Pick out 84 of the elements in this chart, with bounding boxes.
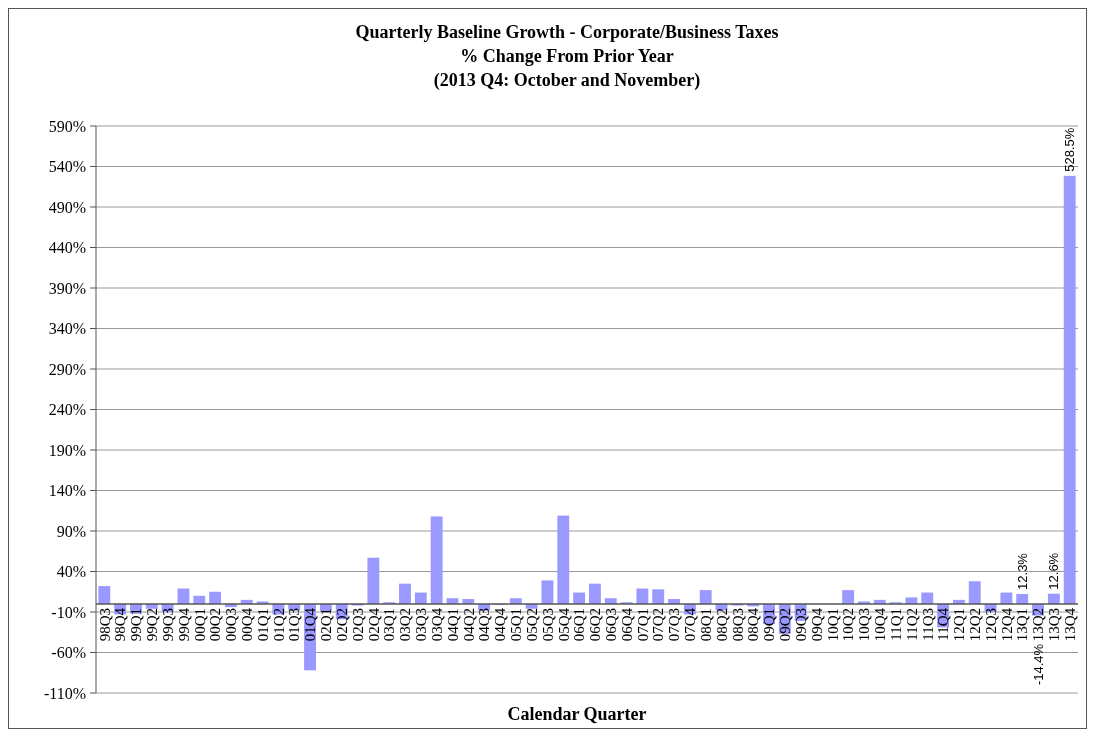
- x-tick-label: 99Q1: [128, 607, 145, 642]
- x-tick-label: 99Q2: [144, 607, 161, 642]
- x-tick-label: 03Q3: [413, 607, 430, 642]
- y-tick-label: -110%: [43, 684, 86, 702]
- x-tick-label: 06Q3: [602, 607, 619, 642]
- data-label: 12.3%: [1014, 552, 1030, 590]
- x-tick-label: 01Q1: [254, 607, 271, 642]
- data-label: -14.4%: [1030, 643, 1046, 686]
- x-axis-title: Calendar Quarter: [507, 704, 647, 724]
- x-tick-label: 02Q2: [333, 607, 350, 642]
- x-tick-label: 03Q2: [397, 607, 414, 642]
- x-tick-label: 08Q1: [697, 607, 714, 642]
- x-tick-label: 05Q1: [508, 607, 525, 642]
- y-tick-label: 540%: [48, 158, 86, 176]
- y-tick-label: 190%: [48, 441, 86, 459]
- x-tick-label: 11Q4: [935, 607, 952, 641]
- x-tick-label: 98Q3: [96, 607, 113, 642]
- y-tick-label: 140%: [48, 482, 86, 500]
- x-tick-label: 02Q4: [365, 607, 382, 642]
- y-tick-label: -60%: [51, 644, 86, 662]
- x-tick-label: 06Q1: [571, 607, 588, 642]
- x-tick-label: 07Q1: [634, 607, 651, 642]
- x-tick-label: 12Q1: [951, 607, 968, 642]
- x-tick-label: 09Q1: [761, 607, 778, 642]
- x-tick-label: 04Q1: [444, 607, 461, 642]
- x-tick-label: 00Q1: [191, 607, 208, 642]
- x-tick-label: 05Q4: [555, 607, 572, 642]
- y-tick-label: 440%: [48, 239, 86, 257]
- x-tick-label: 03Q4: [428, 607, 445, 642]
- x-tick-label: 01Q4: [302, 607, 319, 642]
- x-tick-label: 13Q2: [1030, 607, 1047, 642]
- x-tick-label: 00Q3: [223, 607, 240, 642]
- x-tick-label: 10Q4: [872, 607, 889, 642]
- y-tick-label: 240%: [48, 401, 86, 419]
- x-tick-label: 01Q2: [270, 607, 287, 642]
- x-tick-label: 08Q3: [729, 607, 746, 642]
- x-tick-label: 07Q2: [650, 607, 667, 642]
- x-tick-label: 13Q1: [1014, 607, 1031, 642]
- y-tick-label: 340%: [48, 320, 86, 338]
- y-tick-label: 490%: [48, 198, 86, 216]
- x-tick-label: 01Q3: [286, 607, 303, 642]
- data-label: 12.6%: [1046, 552, 1062, 590]
- x-tick-label: 02Q3: [349, 607, 366, 642]
- y-tick-label: 40%: [56, 563, 86, 581]
- x-tick-label: 10Q2: [840, 607, 857, 642]
- y-tick-label: -10%: [51, 603, 86, 621]
- x-tick-label: 08Q2: [713, 607, 730, 642]
- chart-subtitle: % Change From Prior Year (2013 Q4: October and November): [433, 46, 701, 91]
- x-tick-label: 04Q3: [476, 607, 493, 642]
- x-tick-label: 00Q2: [207, 607, 224, 642]
- x-tick-label: 02Q1: [318, 607, 335, 642]
- data-label: 528.5%: [1062, 127, 1078, 172]
- x-tick-label: 12Q4: [998, 607, 1015, 642]
- x-tick-label: 08Q4: [745, 607, 762, 642]
- x-tick-label: 07Q4: [682, 607, 699, 642]
- x-tick-label: 11Q2: [903, 607, 920, 641]
- x-tick-label: 05Q3: [539, 607, 556, 642]
- x-tick-label: 06Q2: [587, 607, 604, 642]
- x-tick-label: 99Q4: [175, 607, 192, 642]
- x-tick-label: 13Q4: [1061, 607, 1078, 642]
- x-tick-label: 05Q2: [523, 607, 540, 642]
- x-tick-label: 04Q4: [492, 607, 509, 642]
- x-tick-label: 07Q3: [666, 607, 683, 642]
- x-tick-label: 98Q4: [112, 607, 129, 642]
- x-tick-label: 10Q3: [856, 607, 873, 642]
- y-tick-label: 390%: [48, 279, 86, 297]
- x-tick-label: 11Q3: [919, 607, 936, 641]
- x-tick-label: 13Q3: [1046, 607, 1063, 642]
- x-tick-label: 10Q1: [824, 607, 841, 642]
- x-tick-label: 12Q3: [982, 607, 999, 642]
- x-tick-label: 06Q4: [618, 607, 635, 642]
- x-tick-label: 03Q1: [381, 607, 398, 642]
- x-tick-label: 09Q2: [777, 607, 794, 642]
- y-tick-label: 590%: [48, 117, 86, 135]
- y-tick-label: 90%: [56, 522, 86, 540]
- x-tick-label: 09Q4: [808, 607, 825, 642]
- chart-title: Quarterly Baseline Growth - Corporate/Business Taxes: [355, 22, 779, 42]
- x-tick-label: 12Q2: [966, 607, 983, 642]
- x-tick-label: 11Q1: [887, 607, 904, 641]
- x-tick-label: 04Q2: [460, 607, 477, 642]
- x-tick-label: 00Q4: [238, 607, 255, 642]
- y-tick-label: 290%: [48, 360, 86, 378]
- x-tick-label: 09Q3: [792, 607, 809, 642]
- x-tick-label: 99Q3: [159, 607, 176, 642]
